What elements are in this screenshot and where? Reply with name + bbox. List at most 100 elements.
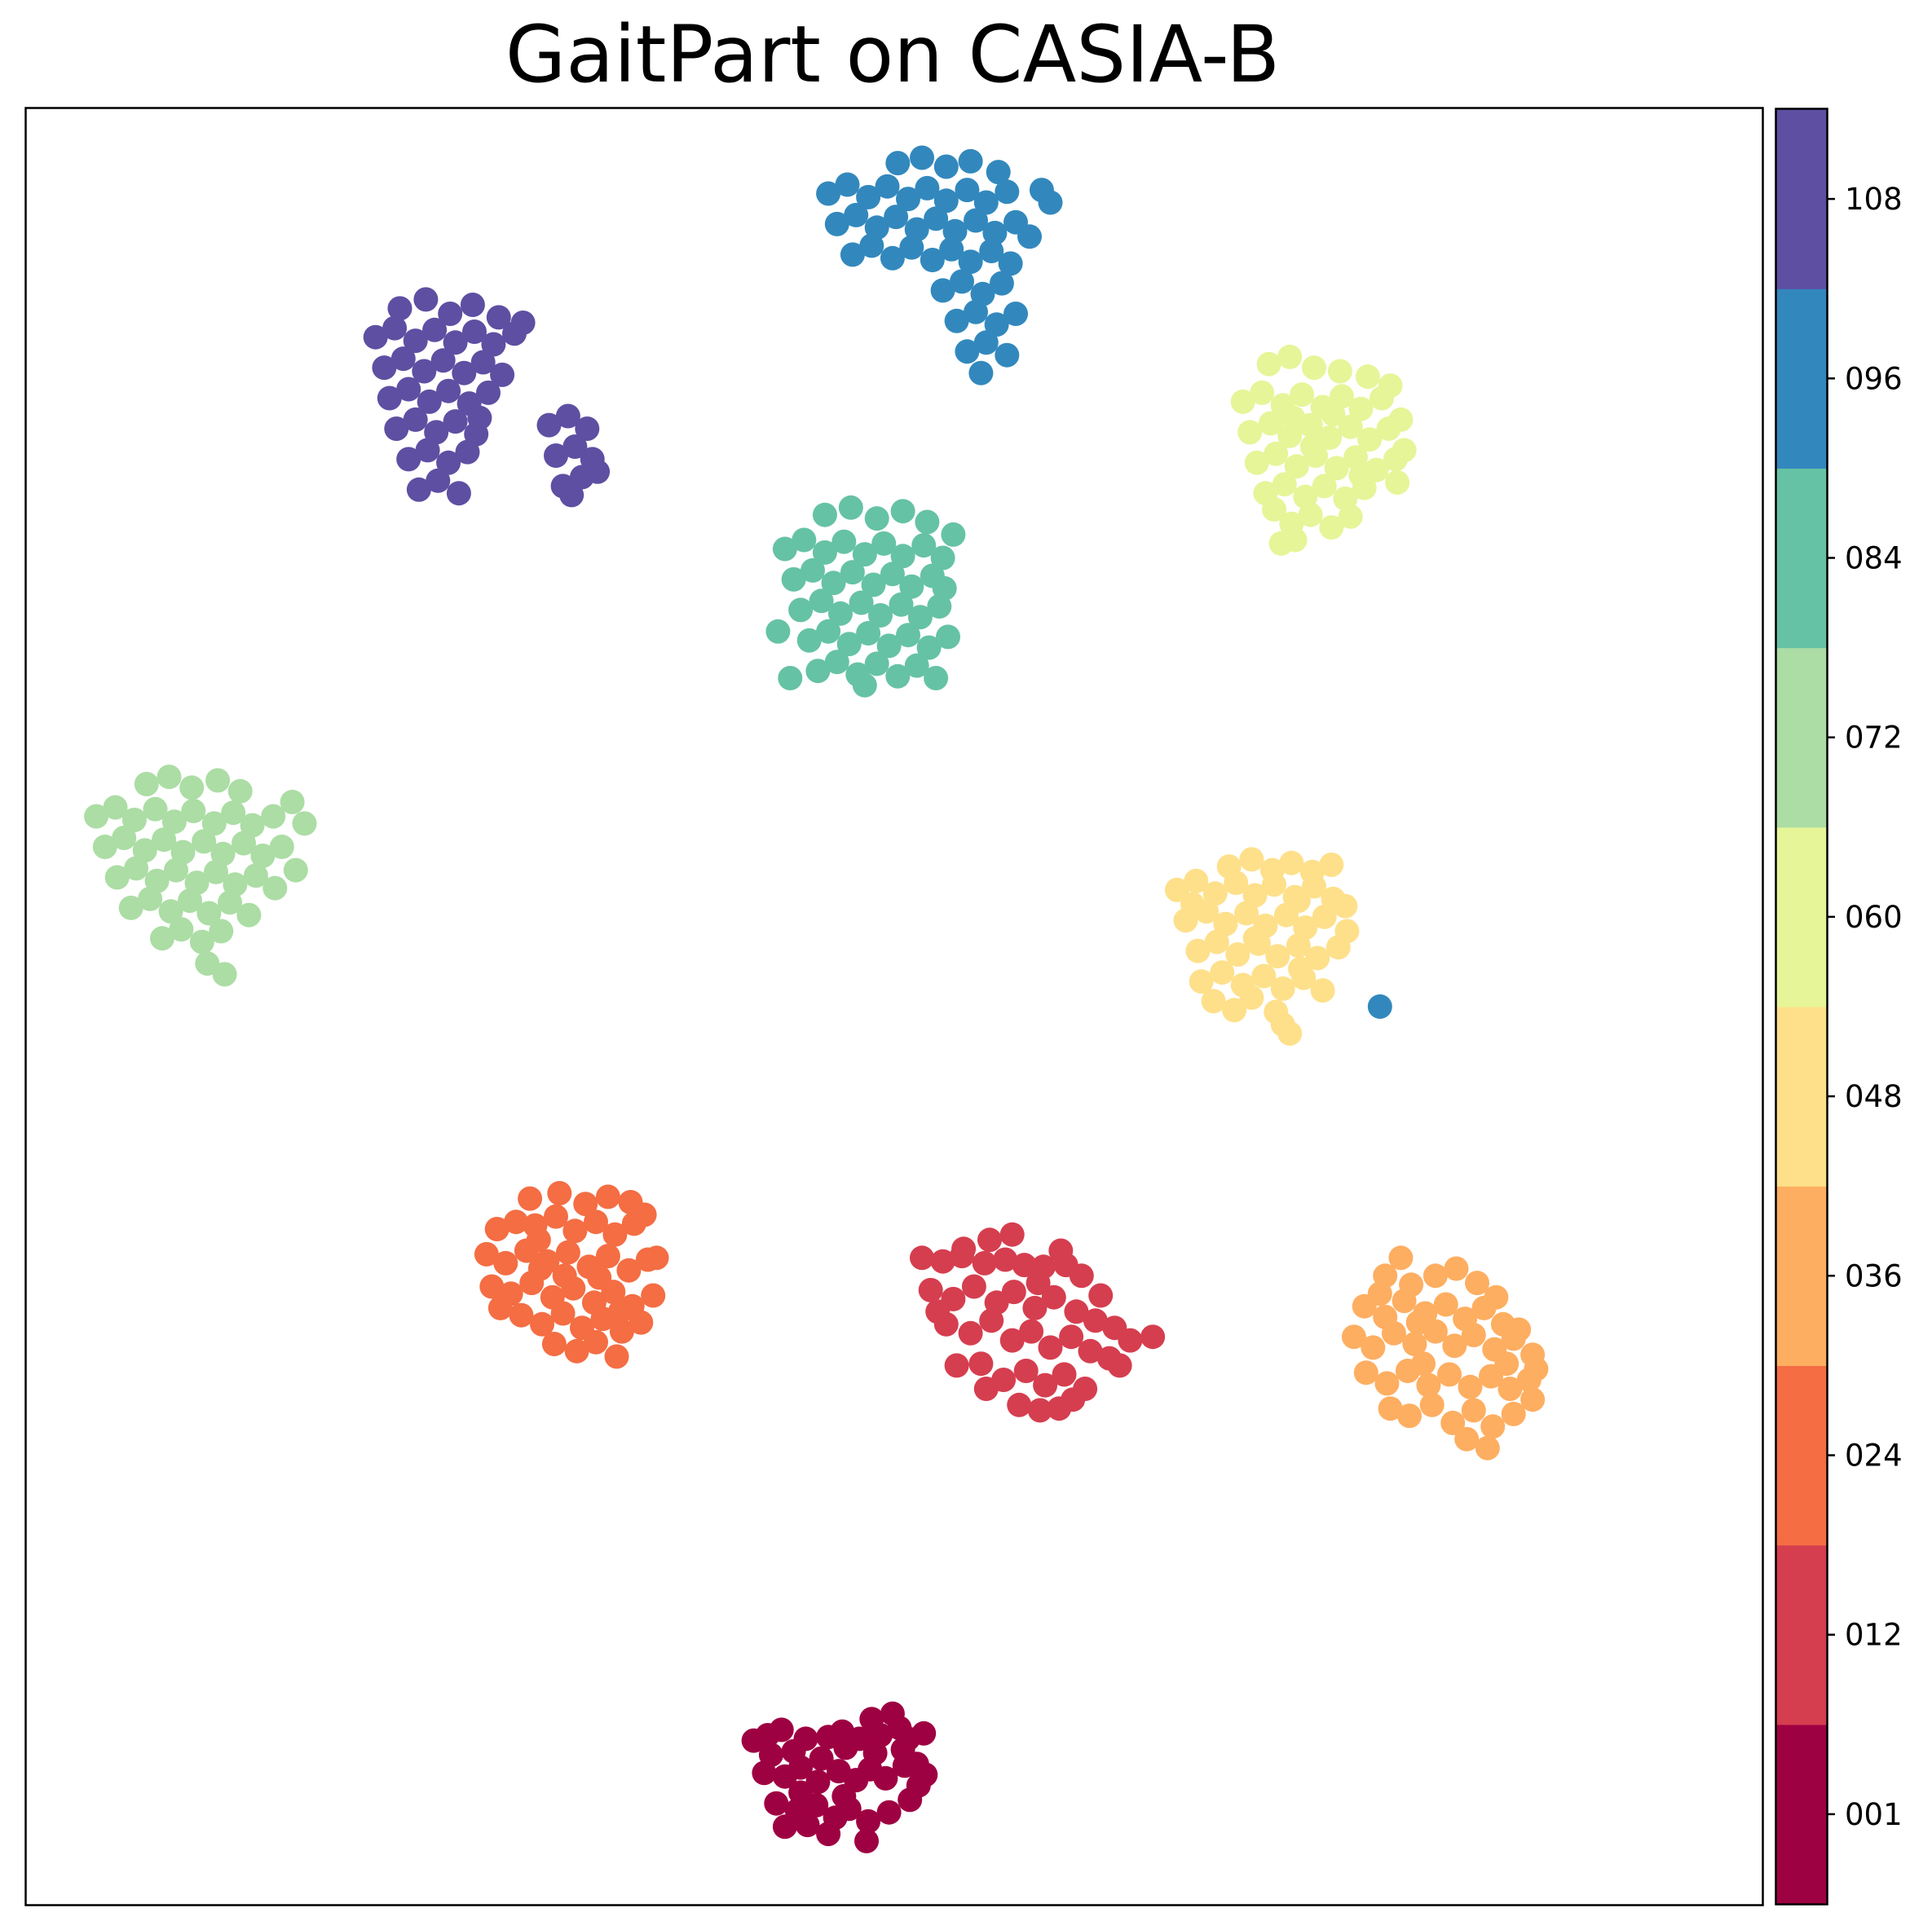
point-012-15 xyxy=(1064,1299,1089,1324)
point-072-7 xyxy=(221,800,246,826)
point-024-42 xyxy=(632,1202,657,1227)
point-012-22 xyxy=(1019,1319,1044,1344)
point-072-15 xyxy=(192,829,217,854)
point-012-39 xyxy=(1069,1263,1094,1289)
point-084-45 xyxy=(941,522,966,547)
point-096-8 xyxy=(973,190,999,215)
point-084-41 xyxy=(838,495,863,520)
point-036-49 xyxy=(1405,1310,1431,1335)
point-084-42 xyxy=(864,506,889,531)
point-024-26 xyxy=(509,1302,534,1328)
colorbar-segment-108 xyxy=(1776,109,1827,289)
colorbar-segment-012 xyxy=(1776,1544,1827,1725)
point-036-10 xyxy=(1381,1320,1406,1346)
point-024-40 xyxy=(595,1184,620,1210)
colorbar-tick-label-108: 108 xyxy=(1845,182,1903,217)
point-108-18 xyxy=(436,378,461,403)
point-084-30 xyxy=(896,623,920,648)
point-096-39 xyxy=(995,342,1020,368)
point-048-34 xyxy=(1259,857,1285,883)
point-001-36 xyxy=(854,1828,879,1853)
point-001-25 xyxy=(856,1809,881,1834)
point-096-30 xyxy=(950,269,974,294)
point-108-22 xyxy=(403,407,428,432)
point-108-42 xyxy=(559,482,584,508)
point-108-34 xyxy=(555,403,580,429)
point-084-19 xyxy=(828,601,853,626)
colorbar-segment-072 xyxy=(1776,647,1827,828)
point-036-34 xyxy=(1520,1387,1546,1412)
point-012-27 xyxy=(944,1353,969,1378)
point-048-16 xyxy=(1312,904,1337,929)
point-012-34 xyxy=(925,1299,951,1324)
point-048-17 xyxy=(1185,938,1211,963)
point-012-19 xyxy=(958,1320,983,1346)
point-084-2 xyxy=(812,540,837,565)
point-012-30 xyxy=(1013,1359,1039,1383)
point-036-13 xyxy=(1442,1333,1467,1359)
point-012-31 xyxy=(1033,1373,1058,1398)
point-096-49 xyxy=(1367,994,1392,1019)
point-108-48 xyxy=(413,287,439,312)
point-048-42 xyxy=(1239,985,1264,1010)
point-084-26 xyxy=(816,619,841,644)
point-108-20 xyxy=(476,380,501,405)
point-072-4 xyxy=(161,809,187,835)
point-048-41 xyxy=(1222,998,1247,1023)
point-060-9 xyxy=(1258,411,1283,436)
point-060-38 xyxy=(1355,364,1380,390)
point-024-47 xyxy=(587,1265,612,1290)
point-096-28 xyxy=(998,251,1023,276)
point-072-2 xyxy=(121,808,147,832)
point-001-2 xyxy=(769,1717,794,1743)
point-072-45 xyxy=(280,790,305,814)
point-108-32 xyxy=(446,481,471,506)
point-024-46 xyxy=(552,1263,577,1289)
point-096-43 xyxy=(958,148,983,174)
point-012-35 xyxy=(951,1236,977,1262)
point-036-46 xyxy=(1388,1245,1414,1271)
point-072-44 xyxy=(227,778,253,804)
point-024-27 xyxy=(530,1311,554,1337)
point-001-40 xyxy=(859,1707,884,1732)
point-024-5 xyxy=(584,1210,608,1235)
point-048-35 xyxy=(1279,850,1304,875)
point-036-35 xyxy=(1423,1263,1448,1289)
point-096-24 xyxy=(920,248,945,272)
point-072-5 xyxy=(181,799,206,823)
point-048-1 xyxy=(1184,868,1209,893)
point-096-29 xyxy=(930,278,955,303)
point-001-42 xyxy=(904,1752,929,1777)
point-084-37 xyxy=(885,663,911,689)
point-096-3 xyxy=(875,174,900,199)
point-108-10 xyxy=(412,359,437,384)
point-036-27 xyxy=(1378,1396,1403,1421)
point-012-3 xyxy=(972,1250,997,1276)
point-036-31 xyxy=(1461,1398,1486,1423)
point-036-28 xyxy=(1397,1403,1422,1429)
point-084-3 xyxy=(831,529,857,554)
point-084-8 xyxy=(930,545,955,571)
series-060 xyxy=(1230,344,1417,556)
point-072-43 xyxy=(205,768,231,793)
colorbar-segment-096 xyxy=(1776,289,1827,469)
point-084-10 xyxy=(801,557,825,583)
point-024-36 xyxy=(604,1344,629,1369)
point-048-31 xyxy=(1310,978,1335,1003)
point-108-17 xyxy=(417,389,442,414)
point-084-33 xyxy=(805,659,831,684)
point-084-28 xyxy=(856,621,881,646)
point-096-41 xyxy=(910,145,934,170)
point-012-8 xyxy=(918,1277,943,1302)
point-096-10 xyxy=(824,211,849,236)
point-048-38 xyxy=(1333,893,1358,919)
point-096-23 xyxy=(899,235,924,260)
point-048-40 xyxy=(1201,989,1226,1014)
point-108-15 xyxy=(377,386,402,411)
point-024-32 xyxy=(629,1310,654,1335)
point-060-25 xyxy=(1272,472,1297,497)
plot-frame xyxy=(24,107,1764,1906)
point-108-16 xyxy=(396,377,421,402)
point-096-21 xyxy=(859,233,884,258)
